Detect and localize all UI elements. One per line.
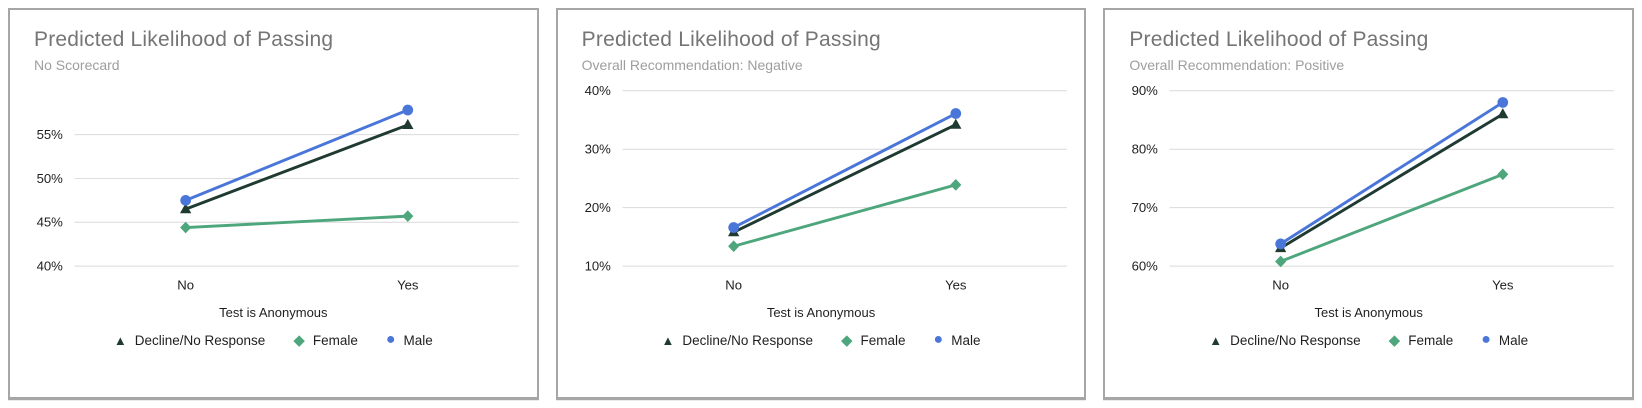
data-point-marker <box>1497 168 1509 181</box>
data-point-marker <box>950 108 961 119</box>
chart-plot-area: 60% 70% 80% 90% No Yes <box>1132 83 1615 293</box>
x-category-label: No <box>725 278 742 293</box>
chart-header: Predicted Likelihood of Passing No Score… <box>10 28 537 73</box>
legend-label: Female <box>1408 332 1454 348</box>
legend-item-decline[interactable]: ▲ Decline/No Response <box>662 333 813 348</box>
legend-item-decline[interactable]: ▲ Decline/No Response <box>114 333 265 348</box>
y-tick-label: 70% <box>1132 200 1159 215</box>
series-line-decline-no-response <box>1279 112 1505 250</box>
legend-item-male[interactable]: ● Male <box>1481 332 1528 348</box>
legend-item-decline[interactable]: ▲ Decline/No Response <box>1209 333 1360 348</box>
y-tick-label: 90% <box>1132 83 1159 98</box>
legend-label: Female <box>860 332 906 348</box>
series-line-female <box>731 183 957 248</box>
y-tick-label: 55% <box>37 127 64 142</box>
data-point-marker <box>727 240 739 253</box>
triangle-icon: ▲ <box>661 332 675 348</box>
series-line-male <box>731 112 957 229</box>
triangle-icon: ▲ <box>113 332 127 348</box>
x-category-label: Yes <box>1492 278 1514 293</box>
circle-icon: ● <box>1481 331 1491 349</box>
series-line-female <box>1279 172 1505 263</box>
diamond-icon: ◆ <box>840 331 853 349</box>
legend-item-female[interactable]: ◆ Female <box>293 333 358 348</box>
series-line-decline-no-response <box>184 123 410 211</box>
data-point-marker <box>1275 238 1287 250</box>
data-point-marker <box>1497 97 1509 108</box>
data-point-marker <box>949 179 962 191</box>
legend-label: Decline/No Response <box>682 332 813 348</box>
data-point-marker <box>179 203 192 214</box>
x-axis-title: Test is Anonymous <box>766 305 876 321</box>
data-point-marker <box>949 118 962 129</box>
chart-card-recommendation-negative: Predicted Likelihood of Passing Overall … <box>555 8 1087 400</box>
y-tick-label: 10% <box>584 259 611 274</box>
data-point-marker <box>180 221 192 234</box>
chart-subtitle: No Scorecard <box>34 57 120 73</box>
legend-label: Female <box>312 332 358 348</box>
y-tick-label: 80% <box>1132 142 1159 157</box>
legend-item-female[interactable]: ◆ Female <box>1389 333 1454 348</box>
chart-title: Predicted Likelihood of Passing <box>581 28 881 51</box>
legend-label: Decline/No Response <box>134 332 266 348</box>
x-category-label: No <box>1273 278 1290 293</box>
line-chart: 40% 45% 50% 55% No Yes <box>10 81 537 303</box>
legend-item-female[interactable]: ◆ Female <box>841 333 906 348</box>
chart-plot-area: 10% 20% 30% 40% No Yes <box>584 83 1067 293</box>
legend-label: Male <box>951 332 981 348</box>
chart-header: Predicted Likelihood of Passing Overall … <box>558 28 1085 73</box>
y-tick-label: 30% <box>584 142 611 157</box>
legend-label: Male <box>1498 332 1529 348</box>
x-category-label: Yes <box>945 278 967 293</box>
data-point-marker <box>402 104 414 116</box>
chart-header: Predicted Likelihood of Passing Overall … <box>1105 28 1632 73</box>
diamond-icon: ◆ <box>293 331 305 349</box>
y-tick-label: 40% <box>37 259 64 274</box>
series-line-decline-no-response <box>731 123 957 234</box>
legend-item-male[interactable]: ● Male <box>934 332 981 348</box>
chart-subtitle: Overall Recommendation: Negative <box>581 57 803 73</box>
chart-title: Predicted Likelihood of Passing <box>34 28 334 51</box>
chart-legend: ▲ Decline/No Response ◆ Female ● Male <box>10 332 537 348</box>
diamond-icon: ◆ <box>1388 331 1401 349</box>
data-point-marker <box>1497 108 1509 119</box>
data-point-marker <box>727 222 739 233</box>
circle-icon: ● <box>385 331 396 349</box>
x-category-label: No <box>177 278 194 293</box>
chart-legend: ▲ Decline/No Response ◆ Female ● Male <box>1105 332 1632 348</box>
line-chart: 10% 20% 30% 40% No Yes <box>558 81 1085 303</box>
data-point-marker <box>180 194 192 206</box>
y-tick-label: 60% <box>1132 259 1159 274</box>
chart-plot-area: 40% 45% 50% 55% No Yes <box>37 104 519 293</box>
chart-title: Predicted Likelihood of Passing <box>1129 28 1429 51</box>
x-axis-title: Test is Anonymous <box>1314 305 1423 321</box>
series-line-male <box>1279 100 1505 246</box>
chart-card-recommendation-positive: Predicted Likelihood of Passing Overall … <box>1103 8 1635 400</box>
chart-legend: ▲ Decline/No Response ◆ Female ● Male <box>558 332 1085 348</box>
x-category-label: Yes <box>397 278 419 293</box>
y-tick-label: 45% <box>37 215 64 230</box>
legend-label: Decline/No Response <box>1230 332 1361 348</box>
triangle-icon: ▲ <box>1209 332 1223 348</box>
chart-card-no-scorecard: Predicted Likelihood of Passing No Score… <box>8 8 539 400</box>
chart-subtitle: Overall Recommendation: Positive <box>1129 57 1345 73</box>
series-line-female <box>184 214 410 229</box>
series-line-male <box>184 108 410 202</box>
x-axis-title: Test is Anonymous <box>219 305 328 321</box>
data-point-marker <box>402 118 414 130</box>
data-point-marker <box>1275 255 1287 268</box>
line-chart: 60% 70% 80% 90% No Yes <box>1105 81 1632 303</box>
circle-icon: ● <box>933 331 944 349</box>
y-tick-label: 40% <box>584 83 611 98</box>
legend-label: Male <box>403 332 433 348</box>
legend-item-male[interactable]: ● Male <box>386 332 433 348</box>
data-point-marker <box>402 210 414 222</box>
y-tick-label: 20% <box>584 200 611 215</box>
y-tick-label: 50% <box>37 171 64 186</box>
